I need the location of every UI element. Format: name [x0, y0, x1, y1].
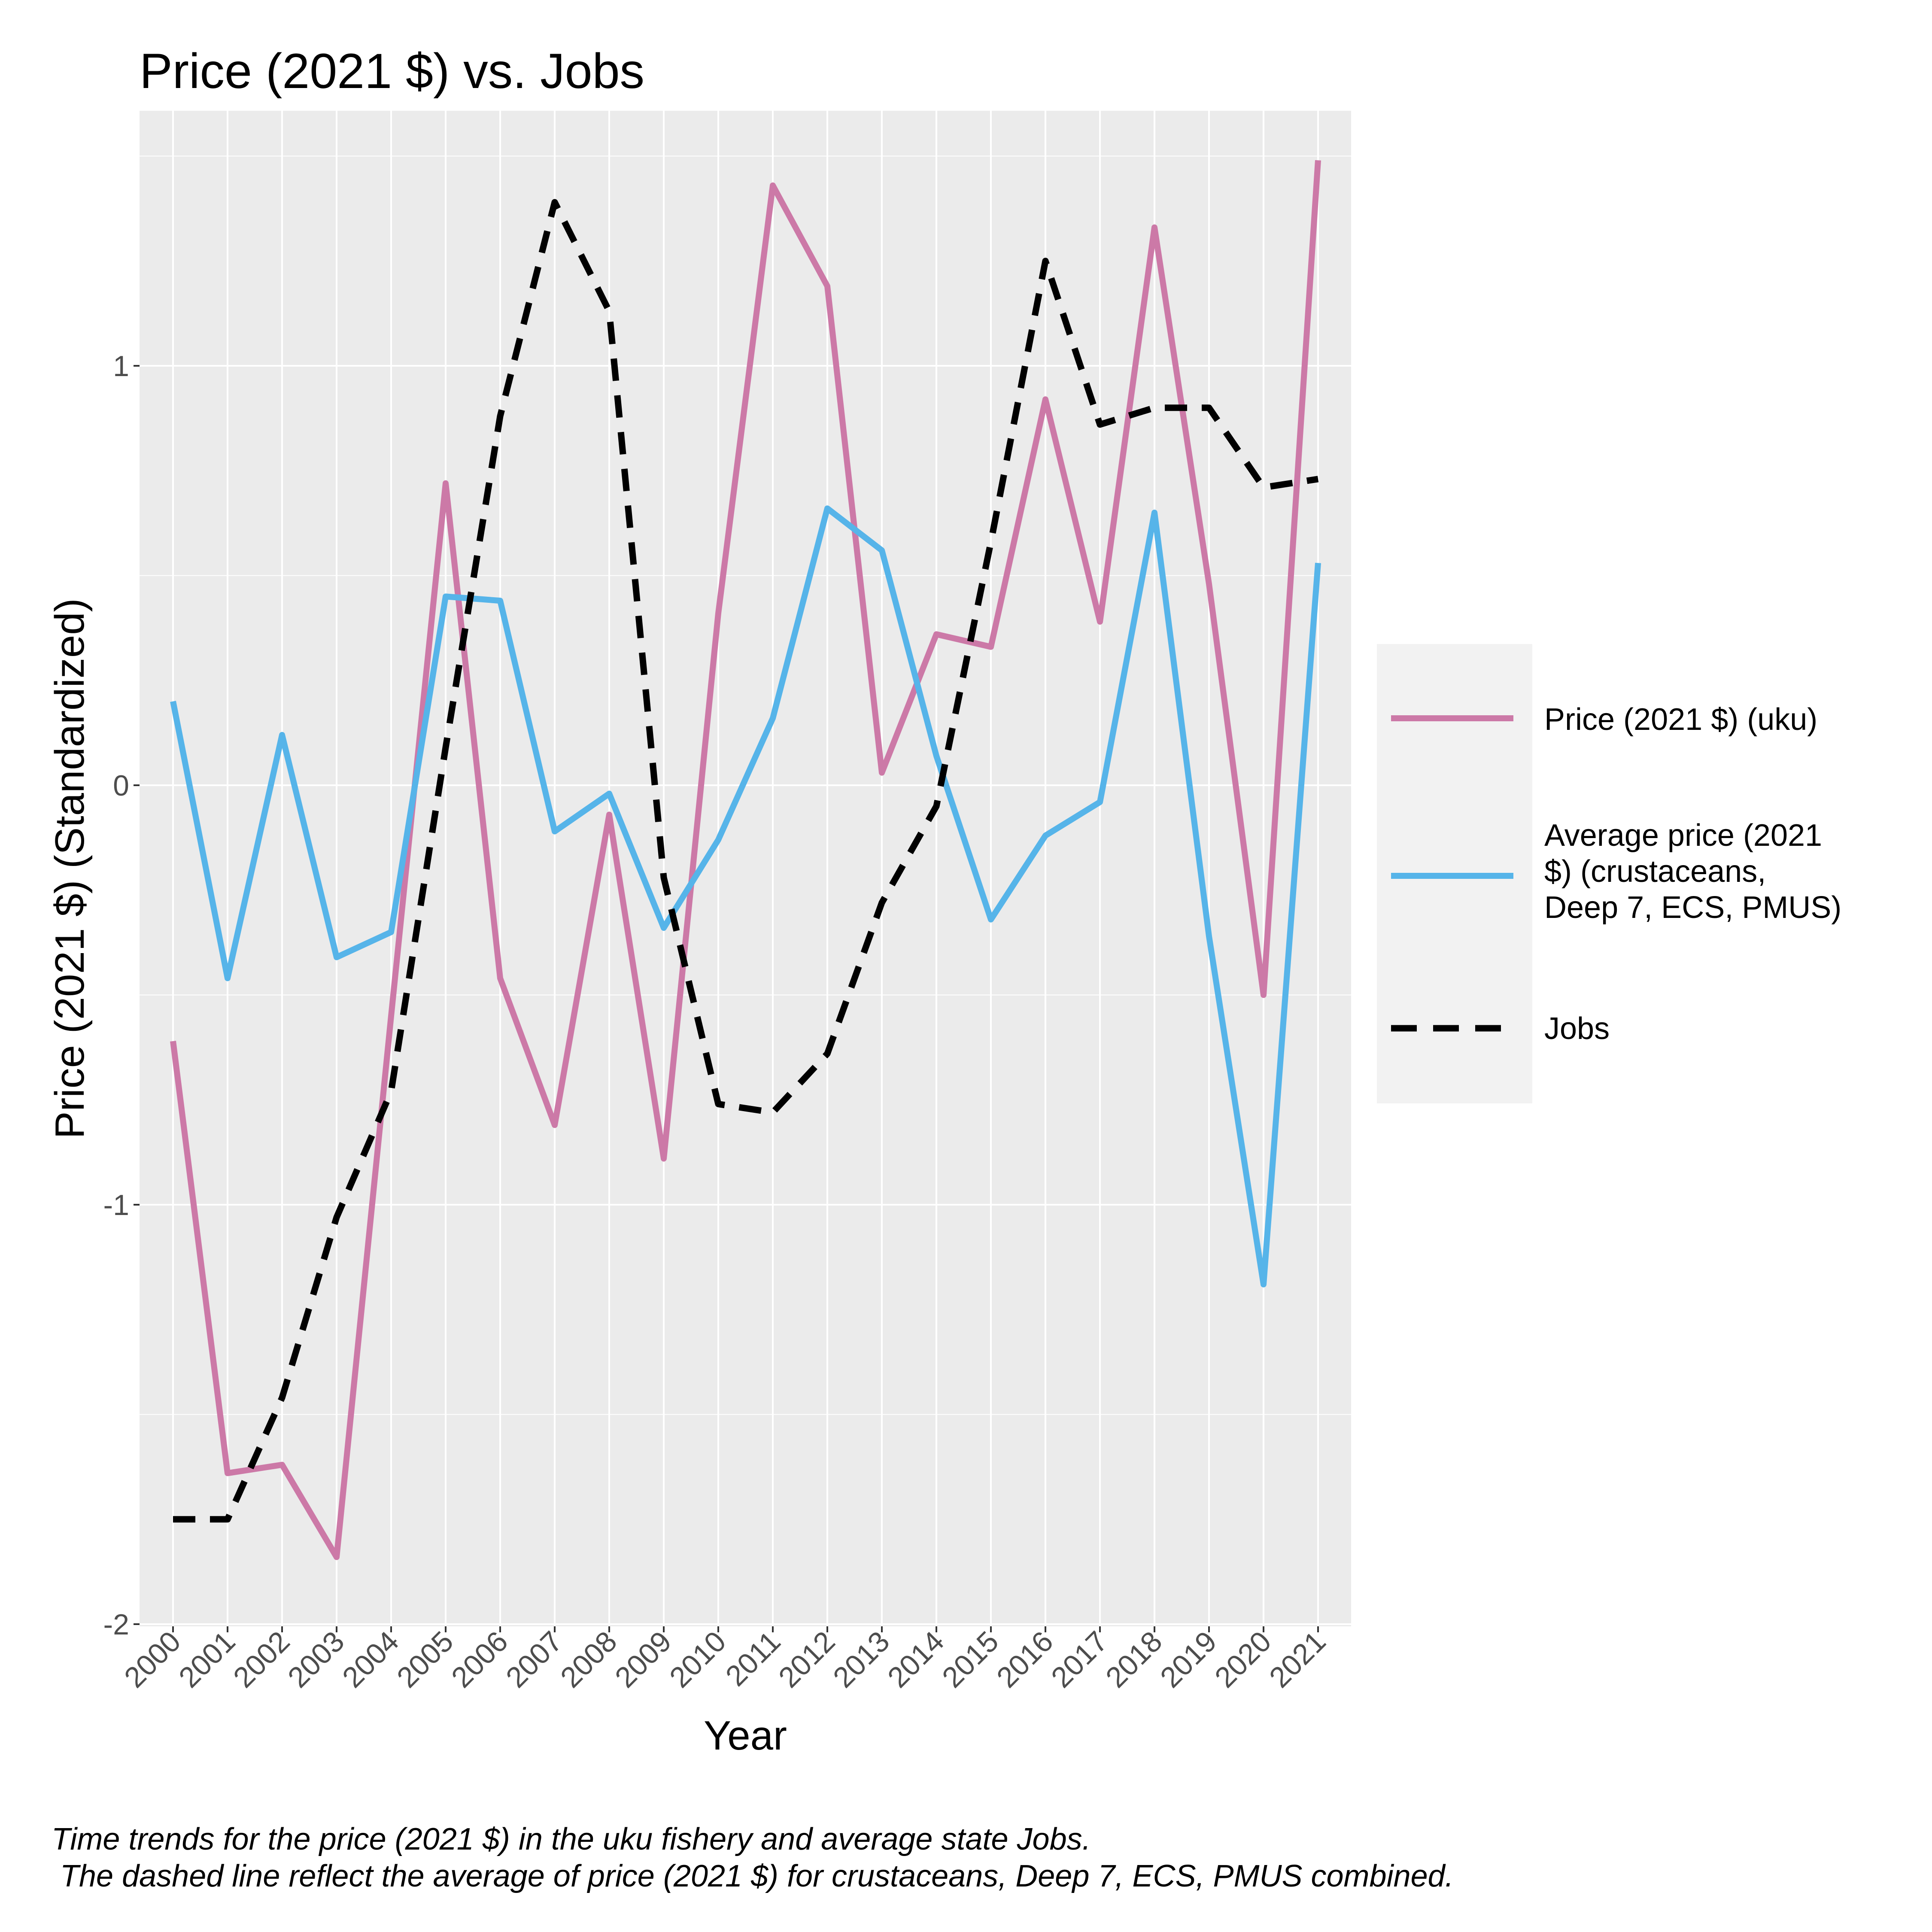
- x-tick-label: 2021: [1263, 1625, 1332, 1694]
- x-tick-label: 2002: [227, 1625, 296, 1694]
- y-tick-label: -2: [103, 1608, 129, 1641]
- x-tick-label: 2014: [881, 1625, 951, 1694]
- legend-label: $) (crustaceans,: [1544, 854, 1766, 889]
- grid-minor: [140, 155, 1351, 1415]
- x-tick-label: 2013: [827, 1625, 896, 1694]
- x-tick-label: 2017: [1045, 1625, 1114, 1694]
- x-tick-label: 2004: [336, 1625, 405, 1694]
- x-tick-label: 2009: [609, 1625, 678, 1694]
- grid-major: [140, 111, 1351, 1626]
- series-line: [170, 160, 1321, 1560]
- caption-line: The dashed line reflect the average of p…: [52, 1859, 1454, 1893]
- x-tick-label: 2001: [173, 1625, 242, 1694]
- legend-label: Price (2021 $) (uku): [1544, 702, 1817, 737]
- x-tick-label: 2011: [719, 1625, 787, 1692]
- x-tick-label: 2008: [554, 1625, 623, 1694]
- x-tick-label: 2010: [663, 1625, 732, 1694]
- x-tick-label: 2016: [990, 1625, 1060, 1694]
- y-axis: -2 -1 0 1: [103, 350, 140, 1641]
- x-tick-label: 2015: [936, 1625, 1005, 1694]
- legend: Price (2021 $) (uku) Average price (2021$…: [1377, 644, 1841, 1103]
- caption-line: Time trends for the price (2021 $) in th…: [52, 1822, 1091, 1856]
- y-tick-label: 1: [113, 350, 129, 383]
- x-axis: 2000200120022003200420052006200720082009…: [118, 1625, 1332, 1694]
- legend-label: Average price (2021: [1544, 818, 1822, 853]
- x-tick-label: 2005: [391, 1625, 460, 1694]
- caption: Time trends for the price (2021 $) in th…: [52, 1822, 1454, 1893]
- x-tick-label: 2019: [1154, 1625, 1223, 1694]
- series-line: [170, 505, 1321, 1288]
- y-tick-label: 0: [113, 769, 129, 802]
- series-line: [173, 199, 1319, 1523]
- chart-title: Price (2021 $) vs. Jobs: [140, 44, 644, 99]
- y-tick-label: -1: [103, 1189, 129, 1221]
- legend-label: Deep 7, ECS, PMUS): [1544, 890, 1841, 925]
- series-layer: [170, 160, 1321, 1560]
- legend-label: Jobs: [1544, 1012, 1610, 1046]
- x-tick-label: 2006: [445, 1625, 514, 1694]
- x-tick-label: 2003: [282, 1625, 351, 1694]
- x-axis-title: Year: [704, 1713, 787, 1759]
- plot-panel: [140, 111, 1351, 1626]
- x-tick-label: 2018: [1100, 1625, 1169, 1694]
- x-tick-label: 2007: [500, 1625, 569, 1694]
- x-tick-label: 2020: [1209, 1625, 1278, 1694]
- x-tick-label: 2012: [772, 1625, 841, 1694]
- y-axis-title: Price (2021 $) (Standardized): [47, 598, 93, 1139]
